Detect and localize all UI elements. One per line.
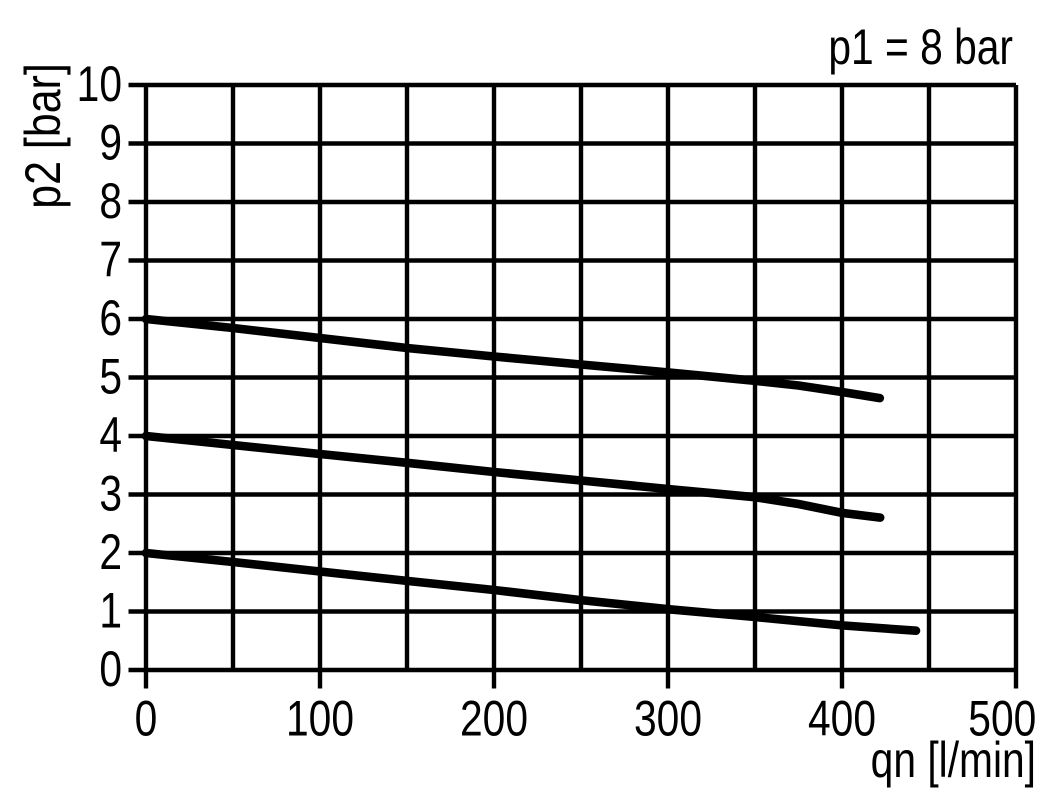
svg-text:2: 2 <box>99 524 122 580</box>
svg-text:400: 400 <box>808 691 876 747</box>
svg-text:9: 9 <box>99 114 122 170</box>
svg-text:10: 10 <box>77 56 122 112</box>
svg-text:0: 0 <box>99 641 122 697</box>
svg-text:300: 300 <box>634 691 702 747</box>
svg-text:500: 500 <box>968 691 1036 747</box>
svg-text:0: 0 <box>135 691 158 747</box>
svg-text:6: 6 <box>99 290 122 346</box>
svg-text:8: 8 <box>99 173 122 229</box>
svg-text:200: 200 <box>460 691 528 747</box>
svg-text:p2 [bar]: p2 [bar] <box>15 63 71 208</box>
svg-text:1: 1 <box>99 582 122 638</box>
svg-text:qn [l/min]: qn [l/min] <box>871 732 1036 788</box>
svg-text:5: 5 <box>99 348 122 404</box>
svg-text:4: 4 <box>99 407 122 463</box>
svg-text:7: 7 <box>99 231 122 287</box>
svg-text:3: 3 <box>99 465 122 521</box>
svg-text:p1 = 8 bar: p1 = 8 bar <box>828 19 1013 75</box>
svg-text:100: 100 <box>286 691 354 747</box>
